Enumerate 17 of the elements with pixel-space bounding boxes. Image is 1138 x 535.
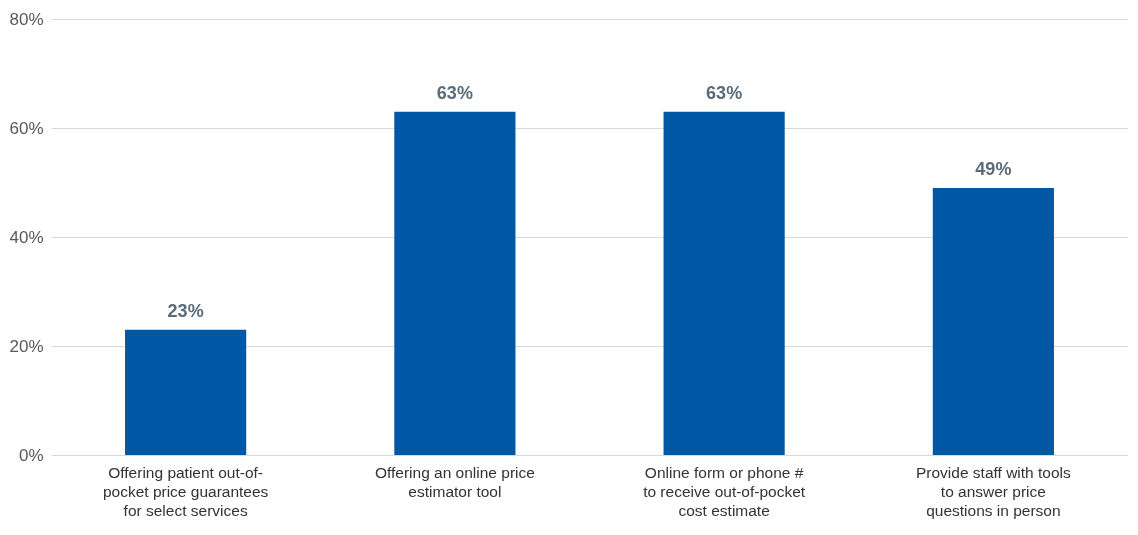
bar xyxy=(394,111,516,455)
bar xyxy=(932,187,1054,455)
bar xyxy=(663,111,785,455)
data-label: 63% xyxy=(706,82,743,103)
y-tick-label: 40% xyxy=(9,227,44,247)
x-tick-label: Provide staff with tools to answer price questions in person xyxy=(915,463,1072,519)
x-tick-label: Offering an online price estimator tool xyxy=(374,463,535,500)
y-tick-label: 80% xyxy=(9,9,44,29)
x-tick-label: Offering patient out-of-pocket price guarantees for select services xyxy=(102,463,269,519)
y-tick-label: 60% xyxy=(9,118,44,138)
data-label: 23% xyxy=(167,300,204,321)
bar xyxy=(125,329,247,455)
data-label: 49% xyxy=(975,158,1012,179)
data-label: 63% xyxy=(436,82,473,103)
x-tick-label: Online form or phone # to receive out-of-pocket cost estimate xyxy=(643,463,806,519)
y-tick-label: 20% xyxy=(9,336,44,356)
y-tick-label: 0% xyxy=(18,445,44,465)
